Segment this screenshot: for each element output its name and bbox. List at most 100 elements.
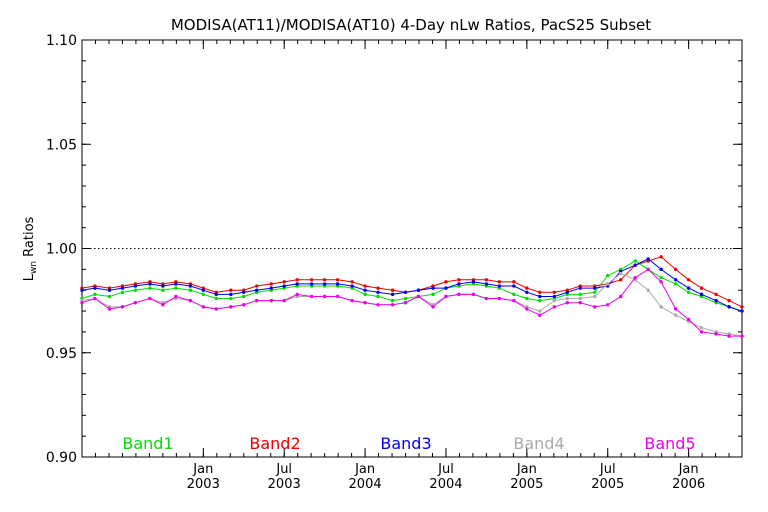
data-point-band3: [376, 290, 380, 294]
data-point-band3: [174, 282, 178, 286]
data-point-band5: [699, 330, 704, 334]
data-point-band5: [350, 298, 354, 303]
data-point-band4: [565, 296, 569, 301]
data-point-band5: [242, 303, 246, 307]
data-point-band3: [120, 286, 125, 290]
data-point-band3: [699, 292, 704, 297]
data-point-band2: [659, 255, 663, 259]
x-tick-year: 2005: [591, 477, 624, 492]
data-point-band3: [255, 288, 259, 292]
axes-layer: 0.900.951.001.051.10Jan2003Jul2003Jan200…: [46, 33, 743, 492]
data-point-band1: [673, 282, 678, 286]
data-point-band5: [606, 303, 610, 307]
data-point-band3: [444, 286, 448, 290]
data-point-band3: [107, 288, 112, 292]
data-point-band5: [335, 294, 340, 299]
series-line-band5: [81, 268, 742, 337]
data-point-band1: [593, 290, 597, 294]
data-point-band2: [686, 278, 691, 282]
data-point-band2: [282, 280, 286, 284]
data-point-band1: [538, 298, 542, 303]
data-point-band1: [578, 292, 582, 297]
data-point-band4: [606, 282, 610, 286]
data-point-band3: [497, 284, 502, 288]
series-line-band3: [81, 258, 743, 312]
data-point-band1: [161, 288, 165, 292]
data-point-band1: [148, 286, 152, 290]
x-tick-month: Jan: [354, 462, 375, 477]
data-point-band3: [512, 284, 516, 288]
x-tick-month: Jul: [599, 462, 616, 477]
data-point-band3: [295, 282, 299, 286]
data-point-band5: [322, 294, 327, 299]
data-point-band5: [148, 296, 152, 301]
data-point-band2: [552, 290, 557, 294]
data-point-band3: [363, 288, 367, 292]
data-point-band3: [282, 284, 286, 288]
data-point-band3: [390, 292, 395, 297]
data-point-band3: [673, 278, 678, 282]
data-point-band1: [93, 292, 97, 297]
data-point-band2: [525, 286, 529, 290]
data-point-band2: [295, 278, 299, 282]
data-point-band3: [538, 294, 542, 299]
data-point-band1: [390, 298, 395, 303]
data-point-band3: [80, 288, 84, 292]
x-tick-month: Jan: [192, 462, 213, 477]
data-point-band1: [431, 292, 435, 297]
data-point-band5: [593, 305, 597, 309]
data-point-band5: [740, 334, 744, 338]
x-tick-month: Jan: [516, 462, 537, 477]
data-point-band1: [525, 296, 529, 301]
data-point-band2: [390, 288, 395, 292]
data-point-band3: [269, 286, 273, 290]
data-point-band5: [618, 294, 623, 299]
data-point-band4: [673, 313, 678, 317]
data-point-band2: [310, 278, 314, 282]
data-point-band3: [471, 280, 476, 284]
data-point-band5: [673, 307, 678, 311]
x-tick-year: 2006: [672, 477, 705, 492]
data-point-band1: [188, 288, 193, 292]
data-point-band3: [148, 282, 152, 286]
data-point-band5: [578, 301, 582, 305]
data-point-band5: [538, 313, 542, 317]
data-point-band2: [618, 278, 623, 282]
data-point-band5: [390, 303, 395, 307]
data-point-band3: [161, 284, 165, 288]
data-point-band2: [335, 278, 340, 282]
data-point-band3: [659, 267, 663, 272]
data-point-band3: [416, 288, 421, 292]
y-tick-label: 0.95: [46, 346, 77, 362]
data-point-band5: [484, 296, 489, 301]
data-point-band2: [497, 280, 502, 284]
data-point-band2: [269, 282, 273, 286]
legend-label-band5: Band5: [644, 434, 695, 453]
data-point-band3: [188, 284, 193, 288]
data-point-band3: [484, 282, 489, 286]
data-point-band1: [133, 288, 138, 292]
data-point-band2: [699, 286, 704, 290]
data-point-band1: [201, 292, 206, 297]
data-point-band2: [350, 280, 354, 284]
series-band4: [80, 271, 744, 338]
data-point-band5: [229, 305, 233, 309]
data-point-band1: [120, 290, 125, 294]
x-tick-month: Jul: [275, 462, 292, 477]
data-point-band3: [214, 292, 218, 297]
data-point-band5: [295, 292, 299, 297]
data-point-band3: [727, 305, 731, 309]
x-tick-year: 2005: [510, 477, 543, 492]
y-tick-label: 0.90: [46, 450, 77, 466]
data-point-band5: [93, 296, 97, 301]
data-point-band1: [242, 294, 246, 299]
data-point-band1: [174, 286, 178, 290]
data-point-band2: [714, 292, 718, 297]
y-axis-label: Lwn Ratios: [22, 216, 39, 281]
y-tick-label: 1.10: [46, 33, 77, 49]
data-point-band2: [322, 278, 327, 282]
data-point-band5: [633, 275, 637, 280]
legend-label-band3: Band3: [380, 434, 431, 453]
data-point-band5: [525, 307, 529, 311]
data-point-band3: [229, 292, 233, 297]
